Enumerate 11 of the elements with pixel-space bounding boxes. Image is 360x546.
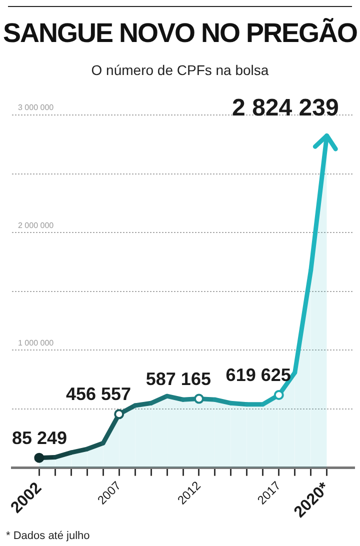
y-tick-label: 2 000 000 — [18, 220, 54, 230]
chart-subtitle: O número de CPFs na bolsa — [90, 62, 270, 78]
data-label: 2 824 239 — [232, 94, 339, 122]
data-label: 587 165 — [146, 368, 211, 389]
chart-title: SANGUE NOVO NO PREGÃO — [2, 18, 358, 49]
y-tick-label: 1 000 000 — [18, 338, 54, 348]
data-label: 456 557 — [66, 384, 132, 404]
data-label: 85 249 — [12, 428, 68, 448]
data-label: 619 625 — [226, 364, 291, 385]
y-tick-label: 3 000 000 — [18, 103, 54, 112]
text: * Dados até julho — [6, 530, 90, 542]
